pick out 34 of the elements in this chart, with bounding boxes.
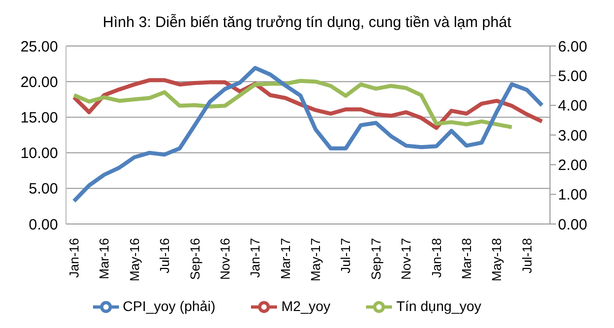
- x-tick-label: Jul-18: [519, 238, 534, 274]
- x-tick-label: Jan-16: [66, 238, 82, 278]
- x-tick-label: Sep-17: [368, 238, 384, 280]
- y-tick-label: 25.00: [20, 38, 58, 56]
- x-tick-label: May-17: [308, 238, 324, 282]
- x-tick-label: May-18: [489, 238, 504, 282]
- x-tick-label: Sep-16: [187, 238, 202, 280]
- y-tick-label: 10.00: [20, 145, 58, 162]
- x-tick-label: Jan-17: [248, 238, 263, 278]
- x-tick-label: Nov-16: [217, 238, 232, 280]
- y2-tick-label: 5.00: [558, 68, 588, 85]
- legend-label: M2_yoy: [281, 298, 330, 314]
- line-series: [72, 66, 544, 204]
- y2-tick-label: 2.00: [558, 156, 588, 174]
- x-tick-label: May-16: [126, 238, 142, 282]
- x-tick-label: Mar-17: [278, 238, 293, 280]
- legend-label: Tín dụng_yoy: [396, 298, 482, 314]
- y2-tick-label: 4.00: [558, 98, 588, 115]
- y-tick-label: 15.00: [20, 110, 58, 127]
- x-tick-label: Mar-18: [459, 238, 474, 280]
- x-tick-label: Jan-18: [428, 238, 444, 278]
- y-tick-label: 20.00: [20, 74, 58, 91]
- legend-label: CPI_yoy (phải): [122, 298, 216, 314]
- y2-tick-label: 3.00: [558, 127, 588, 144]
- x-tick-label: Jul-17: [338, 238, 354, 274]
- y-tick-label: 5.00: [28, 180, 58, 198]
- y2-tick-label: 0.00: [558, 216, 588, 234]
- y2-tick-label: 1.00: [558, 186, 588, 204]
- x-tick-label: Mar-16: [96, 238, 112, 280]
- y2-tick-label: 6.00: [558, 38, 588, 56]
- chart-title: Hình 3: Diễn biến tăng trưởng tín dụng, cung tiền và lạm phát: [102, 13, 512, 33]
- y-tick-label: 0.00: [28, 216, 58, 234]
- x-tick-label: Jul-16: [157, 238, 172, 274]
- x-tick-label: Nov-17: [398, 238, 414, 280]
